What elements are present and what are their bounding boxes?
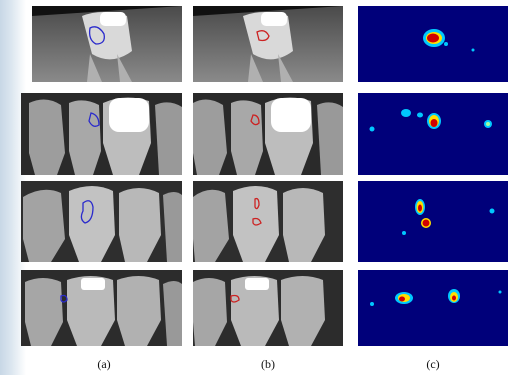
xray-panel-row1-a xyxy=(32,6,182,82)
caries-annotation-a xyxy=(80,200,94,224)
heatmap-panel-row4-c xyxy=(358,270,508,346)
caries-annotation-b xyxy=(252,197,262,226)
heatmap-panel-row3-c xyxy=(358,181,508,262)
caries-annotation-a xyxy=(60,294,68,303)
xray-panel-row2-a xyxy=(21,93,182,175)
xray-panel-row1-b xyxy=(193,6,343,82)
column-label-c: (c) xyxy=(426,357,440,371)
xray-panel-row4-a xyxy=(21,270,182,346)
caries-annotation-b xyxy=(230,294,240,303)
heatmap-panel-row2-c xyxy=(358,93,508,175)
column-label-b: (b) xyxy=(261,357,275,371)
xray-panel-row3-b xyxy=(193,181,343,262)
heatmap-panel-row1-c xyxy=(358,6,508,82)
xray-panel-row2-b xyxy=(193,93,343,175)
xray-panel-row4-b xyxy=(193,270,343,346)
caries-annotation-b xyxy=(256,30,270,42)
xray-panel-row3-a xyxy=(21,181,182,262)
caries-annotation-a xyxy=(88,112,100,127)
column-label-a: (a) xyxy=(97,357,111,371)
caries-annotation-a xyxy=(88,26,105,45)
caries-annotation-b xyxy=(250,114,260,126)
